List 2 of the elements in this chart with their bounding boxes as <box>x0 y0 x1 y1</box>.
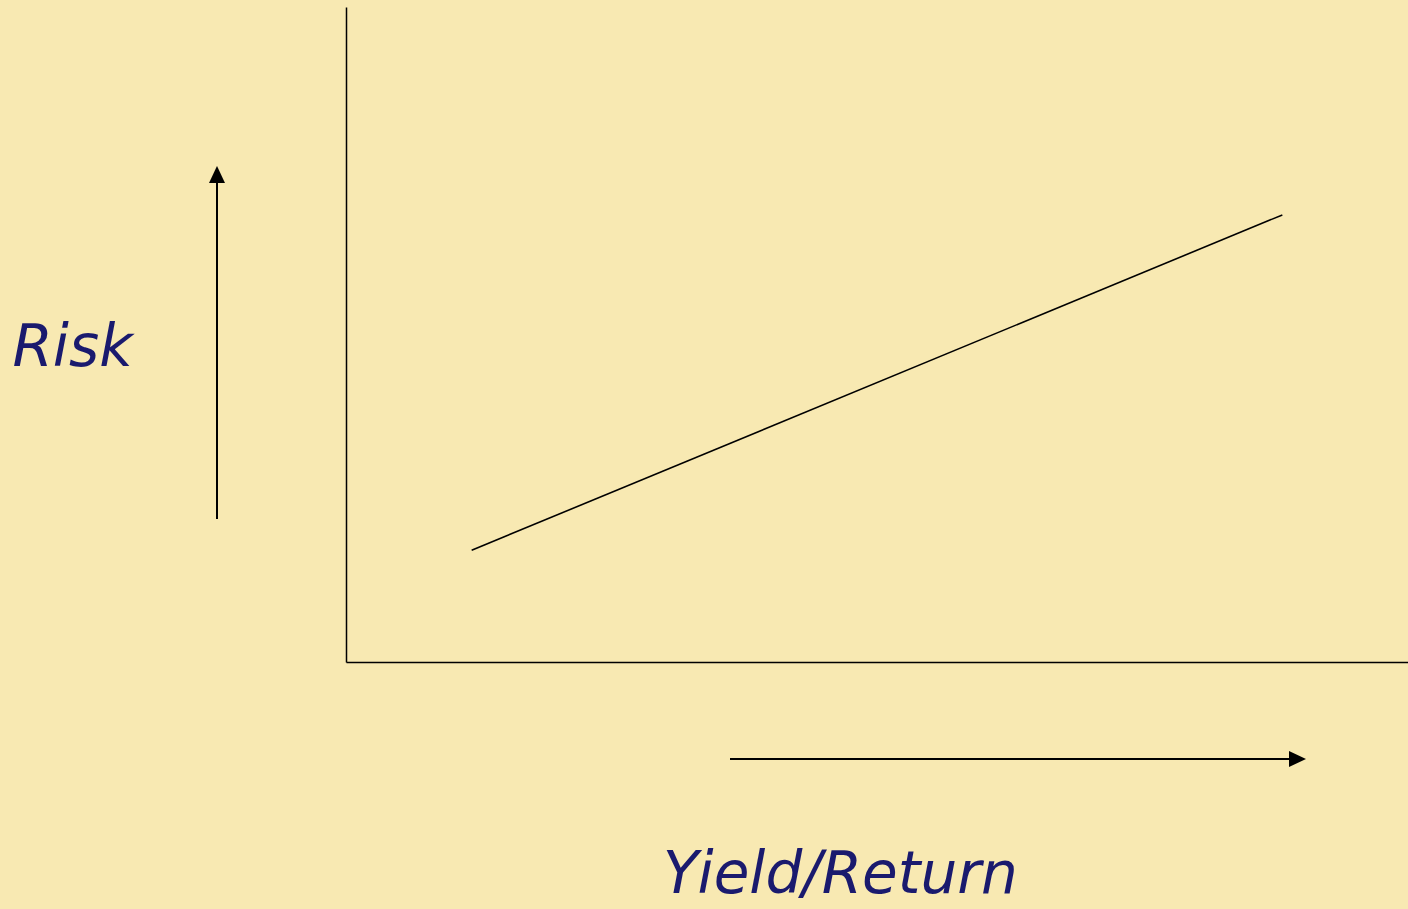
x-axis-title: Yield/Return <box>663 838 1018 907</box>
y-axis-title: Risk <box>12 311 136 380</box>
